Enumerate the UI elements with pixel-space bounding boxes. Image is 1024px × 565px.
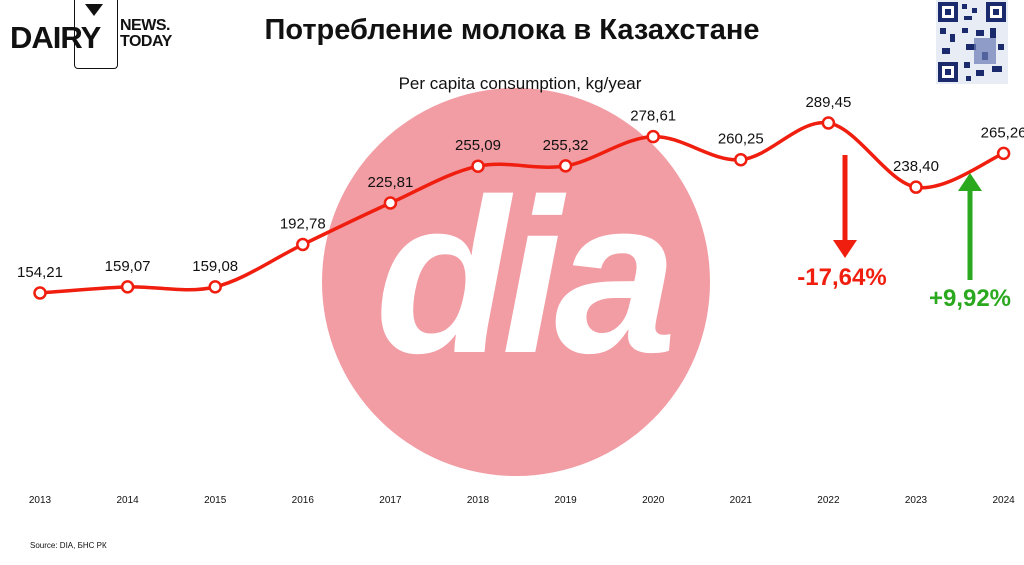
data-point-2014 [120, 280, 135, 294]
increase-percent-label: +9,92% [929, 285, 1011, 312]
page-title: Потребление молока в Казахстане [264, 14, 760, 46]
down-arrow-icon [833, 155, 857, 258]
data-point-2022 [821, 116, 836, 130]
x-tick-label-2022: 2022 [817, 495, 840, 506]
x-axis: 2013 2014 2015 2016 2017 2018 2019 2020 2021 2022… [29, 495, 1015, 506]
logo-frame [74, 0, 118, 69]
data-label-2014: 159,07 [105, 258, 151, 275]
logo-news-text: NEWS. [120, 17, 170, 34]
data-labels: 154,21 159,07 159,08 192,78 225,81 255,09 255,… [17, 94, 1024, 281]
dia-watermark-circle [322, 88, 710, 476]
change-annotations: -17,64% +9,92% [797, 155, 1011, 312]
x-tick-label-2023: 2023 [905, 495, 928, 506]
x-tick-label-2024: 2024 [992, 495, 1015, 506]
x-tick-label-2020: 2020 [642, 495, 665, 506]
dia-watermark-text: dia [375, 153, 671, 399]
logo-today-text: TODAY [120, 33, 172, 50]
data-point-2015 [208, 280, 222, 294]
x-tick-label-2017: 2017 [379, 495, 402, 506]
logo-dairy-text: DAIRY [10, 20, 101, 55]
data-label-2016: 192,78 [280, 216, 326, 233]
data-label-2017: 225,81 [367, 174, 413, 191]
milk-drop-icon [85, 4, 103, 16]
x-tick-label-2014: 2014 [116, 495, 139, 506]
data-label-2020: 278,61 [630, 108, 676, 125]
data-label-2022: 289,45 [805, 94, 851, 111]
data-label-2018: 255,09 [455, 137, 501, 154]
chart-subtitle: Per capita consumption, kg/year [398, 74, 642, 93]
qr-code-icon [936, 0, 1008, 84]
x-tick-label-2019: 2019 [554, 495, 577, 506]
data-label-2023: 238,40 [893, 158, 939, 175]
data-point-2017 [383, 196, 398, 210]
x-tick-label-2016: 2016 [292, 495, 315, 506]
data-point-2020 [646, 129, 660, 144]
dairynews-logo: DAIRY NEWS. TODAY [8, 0, 183, 69]
decrease-percent-label: -17,64% [797, 264, 886, 291]
source-note: Source: DIA, БНС РК [30, 541, 107, 550]
data-point-2019 [558, 159, 573, 173]
data-label-2019: 255,32 [543, 137, 589, 154]
data-point-2018 [471, 159, 485, 173]
data-label-2015: 159,08 [192, 258, 238, 275]
data-point-2023 [909, 180, 923, 194]
data-label-2024: 265,26 [981, 124, 1024, 141]
data-point-2016 [296, 237, 310, 252]
data-label-2013: 154,21 [17, 264, 63, 281]
data-point-2013 [33, 286, 47, 300]
x-tick-label-2015: 2015 [204, 495, 227, 506]
x-tick-label-2018: 2018 [467, 495, 490, 506]
x-tick-label-2021: 2021 [730, 495, 753, 506]
data-label-2021: 260,25 [718, 131, 764, 148]
data-point-2021 [734, 152, 748, 167]
series-points [33, 116, 1011, 300]
x-tick-label-2013: 2013 [29, 495, 52, 506]
up-arrow-icon [958, 173, 982, 280]
data-point-2024 [996, 146, 1011, 161]
